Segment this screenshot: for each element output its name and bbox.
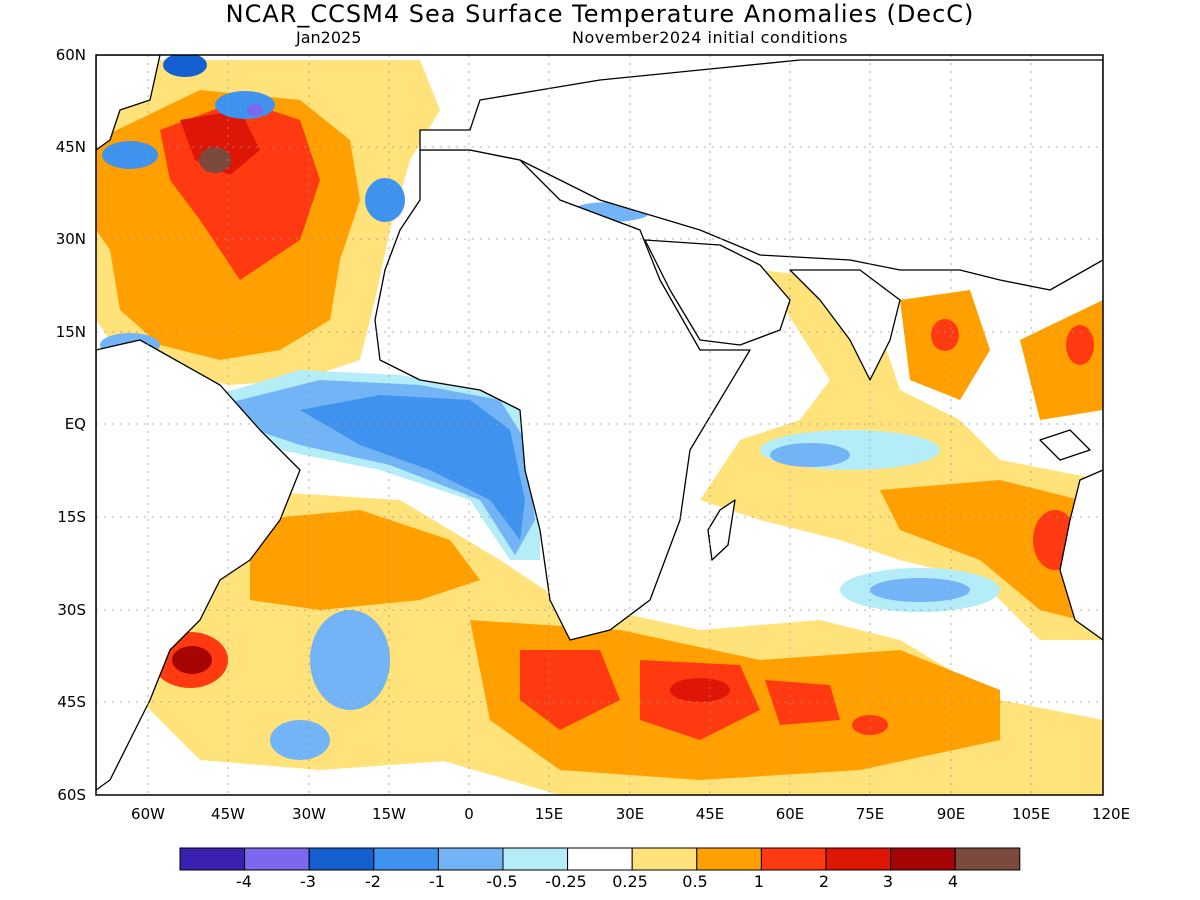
colorbar-swatch (631, 847, 698, 871)
colorbar-swatch (954, 847, 1021, 871)
lat-label: 60S (57, 786, 86, 804)
colorbar-label: 4 (947, 872, 959, 891)
lat-label: 30S (57, 601, 86, 619)
colorbar-swatch (890, 847, 956, 871)
lon-label: 0 (464, 805, 474, 823)
india-coastline (789, 269, 901, 381)
colorbar-swatch (373, 847, 439, 871)
land-masses (96, 55, 1103, 791)
lat-label: 45N (55, 138, 86, 156)
europe-coastline (419, 59, 1103, 291)
colorbar-swatch (179, 847, 246, 871)
lat-label: 45S (57, 693, 86, 711)
colorbar-swatch (437, 847, 504, 871)
colorbar-label: -3 (300, 872, 316, 891)
lat-label: EQ (64, 415, 86, 433)
colorbar (179, 847, 1021, 871)
lon-label: 120E (1091, 805, 1131, 823)
map-title: NCAR_CCSM4 Sea Surface Temperature Anoma… (225, 0, 975, 28)
lat-label: 15S (57, 508, 86, 526)
colorbar-label: 2 (818, 872, 830, 891)
lat-label: 30N (55, 230, 86, 248)
north-america-coastline (96, 55, 161, 151)
initial-conditions-label: November2024 initial conditions (572, 28, 848, 47)
lon-label: 45W (211, 805, 245, 823)
colorbar-label: 0.25 (612, 872, 648, 891)
colorbar-label: 3 (882, 872, 894, 891)
colorbar-swatch (760, 847, 827, 871)
lon-label: 90E (936, 805, 966, 823)
forecast-month: Jan2025 (296, 28, 362, 47)
anomaly-field-indian-ocean (472, 141, 1103, 640)
colorbar-swatch (502, 847, 569, 871)
lon-label: 75E (855, 805, 885, 823)
lon-label: 15E (534, 805, 564, 823)
lon-label: 15W (372, 805, 406, 823)
colorbar-label: -2 (365, 872, 381, 891)
colorbar-label: -0.25 (545, 872, 587, 891)
lat-label: 15N (55, 323, 86, 341)
colorbar-swatch (567, 847, 633, 871)
colorbar-swatch (825, 847, 892, 871)
madagascar-coastline (707, 499, 736, 561)
lon-label: 105E (1011, 805, 1051, 823)
lon-label: 30W (292, 805, 326, 823)
australia-coastline (1059, 469, 1103, 641)
lon-label: 60W (131, 805, 165, 823)
colorbar-label: 0.5 (682, 872, 708, 891)
colorbar-label: -4 (236, 872, 252, 891)
colorbar-swatch (244, 847, 310, 871)
colorbar-label: -0.5 (486, 872, 518, 891)
lon-label: 60E (775, 805, 805, 823)
lon-label: 45E (695, 805, 725, 823)
map-frame (95, 54, 1104, 796)
arabia-coastline (644, 239, 791, 346)
colorbar-swatch (308, 847, 375, 871)
colorbar-label: 1 (753, 872, 765, 891)
colorbar-swatch (696, 847, 762, 871)
lon-label: 30E (615, 805, 645, 823)
colorbar-label: -1 (429, 872, 445, 891)
south-america-coastline (96, 339, 301, 791)
southeast-asia-coastline (1039, 429, 1091, 461)
graticule (96, 55, 1103, 795)
anomaly-field-southern-ocean (400, 600, 1103, 795)
lat-label: 60N (55, 46, 86, 64)
